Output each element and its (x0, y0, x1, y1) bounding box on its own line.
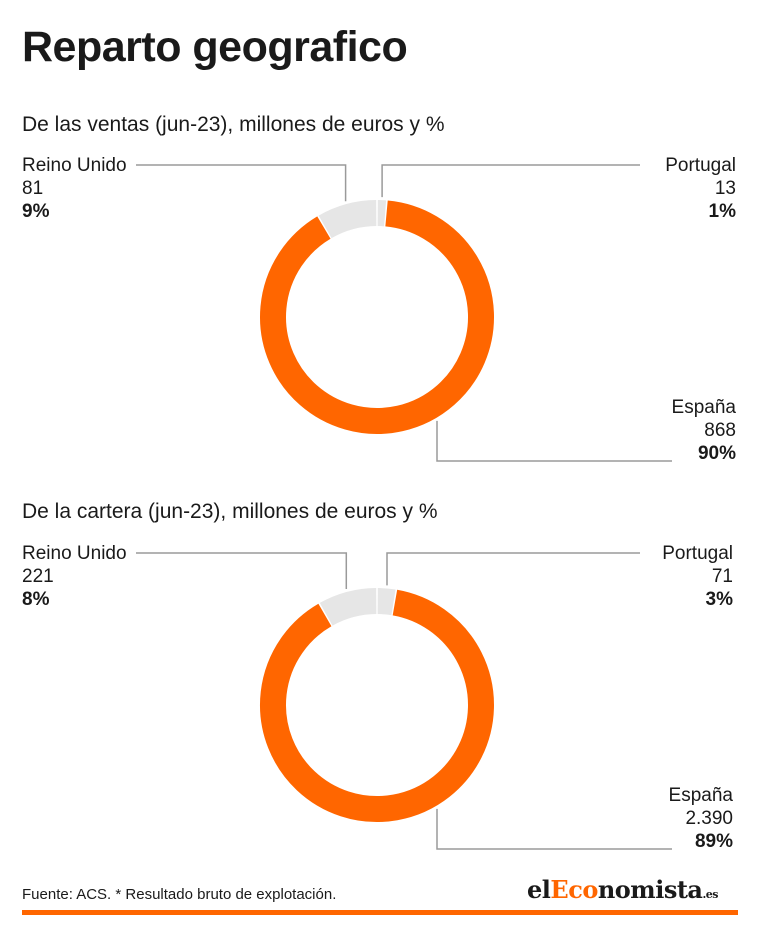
donut-svg-cartera (136, 552, 672, 850)
brand-suffix: nomista (597, 875, 703, 904)
label-percent: 90% (697, 443, 736, 464)
leader-line-reino-unido (136, 552, 348, 589)
donut-chart-cartera: Reino Unido 221 8% Portugal 71 3% España… (0, 538, 770, 868)
leader-line-reino-unido (136, 164, 347, 202)
label-percent: 3% (705, 589, 733, 610)
leader-line-portugal (386, 552, 640, 586)
label-value: 2.390 (685, 808, 733, 829)
label-name: Portugal (665, 155, 736, 176)
donut-slice-reino-unido (319, 588, 377, 626)
donut-chart-ventas: Reino Unido 81 9% Portugal 13 1% España … (0, 150, 770, 480)
donut-svg-ventas (136, 164, 672, 462)
label-name: España (668, 785, 733, 806)
label-value: 13 (714, 178, 736, 199)
label-name: Reino Unido (22, 155, 127, 176)
leader-line-espana (436, 808, 672, 850)
donut-slice-reino-unido (318, 200, 377, 239)
label-value: 71 (711, 566, 733, 587)
label-value: 868 (704, 420, 736, 441)
brand-prefix: el (527, 875, 551, 904)
label-name: Reino Unido (22, 543, 127, 564)
source-note: Fuente: ACS. * Resultado bruto de explot… (22, 886, 337, 903)
label-percent: 8% (22, 589, 50, 610)
label-portugal-ventas: Portugal 13 1% (665, 154, 736, 223)
leader-line-portugal (381, 164, 640, 198)
donut-slice-espana (260, 200, 494, 434)
label-percent: 1% (708, 201, 736, 222)
chart-subtitle-cartera: De la cartera (jun-23), millones de euro… (22, 500, 438, 523)
label-portugal-cartera: Portugal 71 3% (662, 542, 733, 611)
leader-line-espana (436, 420, 672, 462)
label-value: 221 (22, 566, 54, 587)
label-percent: 89% (694, 831, 733, 852)
bottom-rule (22, 910, 738, 915)
brand-accent: Eco (550, 875, 598, 904)
label-percent: 9% (22, 201, 50, 222)
label-name: Portugal (662, 543, 733, 564)
brand-tld: .es (702, 888, 718, 901)
donut-slice-espana (260, 589, 494, 822)
label-name: España (671, 397, 736, 418)
donut-slice-portugal (377, 588, 396, 616)
brand-logo: elEconomista.es (527, 875, 718, 904)
page-title: Reparto geografico (22, 23, 408, 71)
label-espana-cartera: España 2.390 89% (669, 784, 733, 853)
label-value: 81 (22, 178, 44, 199)
chart-subtitle-ventas: De las ventas (jun-23), millones de euro… (22, 113, 445, 136)
label-reino-unido-cartera: Reino Unido 221 8% (22, 542, 127, 611)
label-espana-ventas: España 868 90% (672, 396, 736, 465)
label-reino-unido-ventas: Reino Unido 81 9% (22, 154, 127, 223)
